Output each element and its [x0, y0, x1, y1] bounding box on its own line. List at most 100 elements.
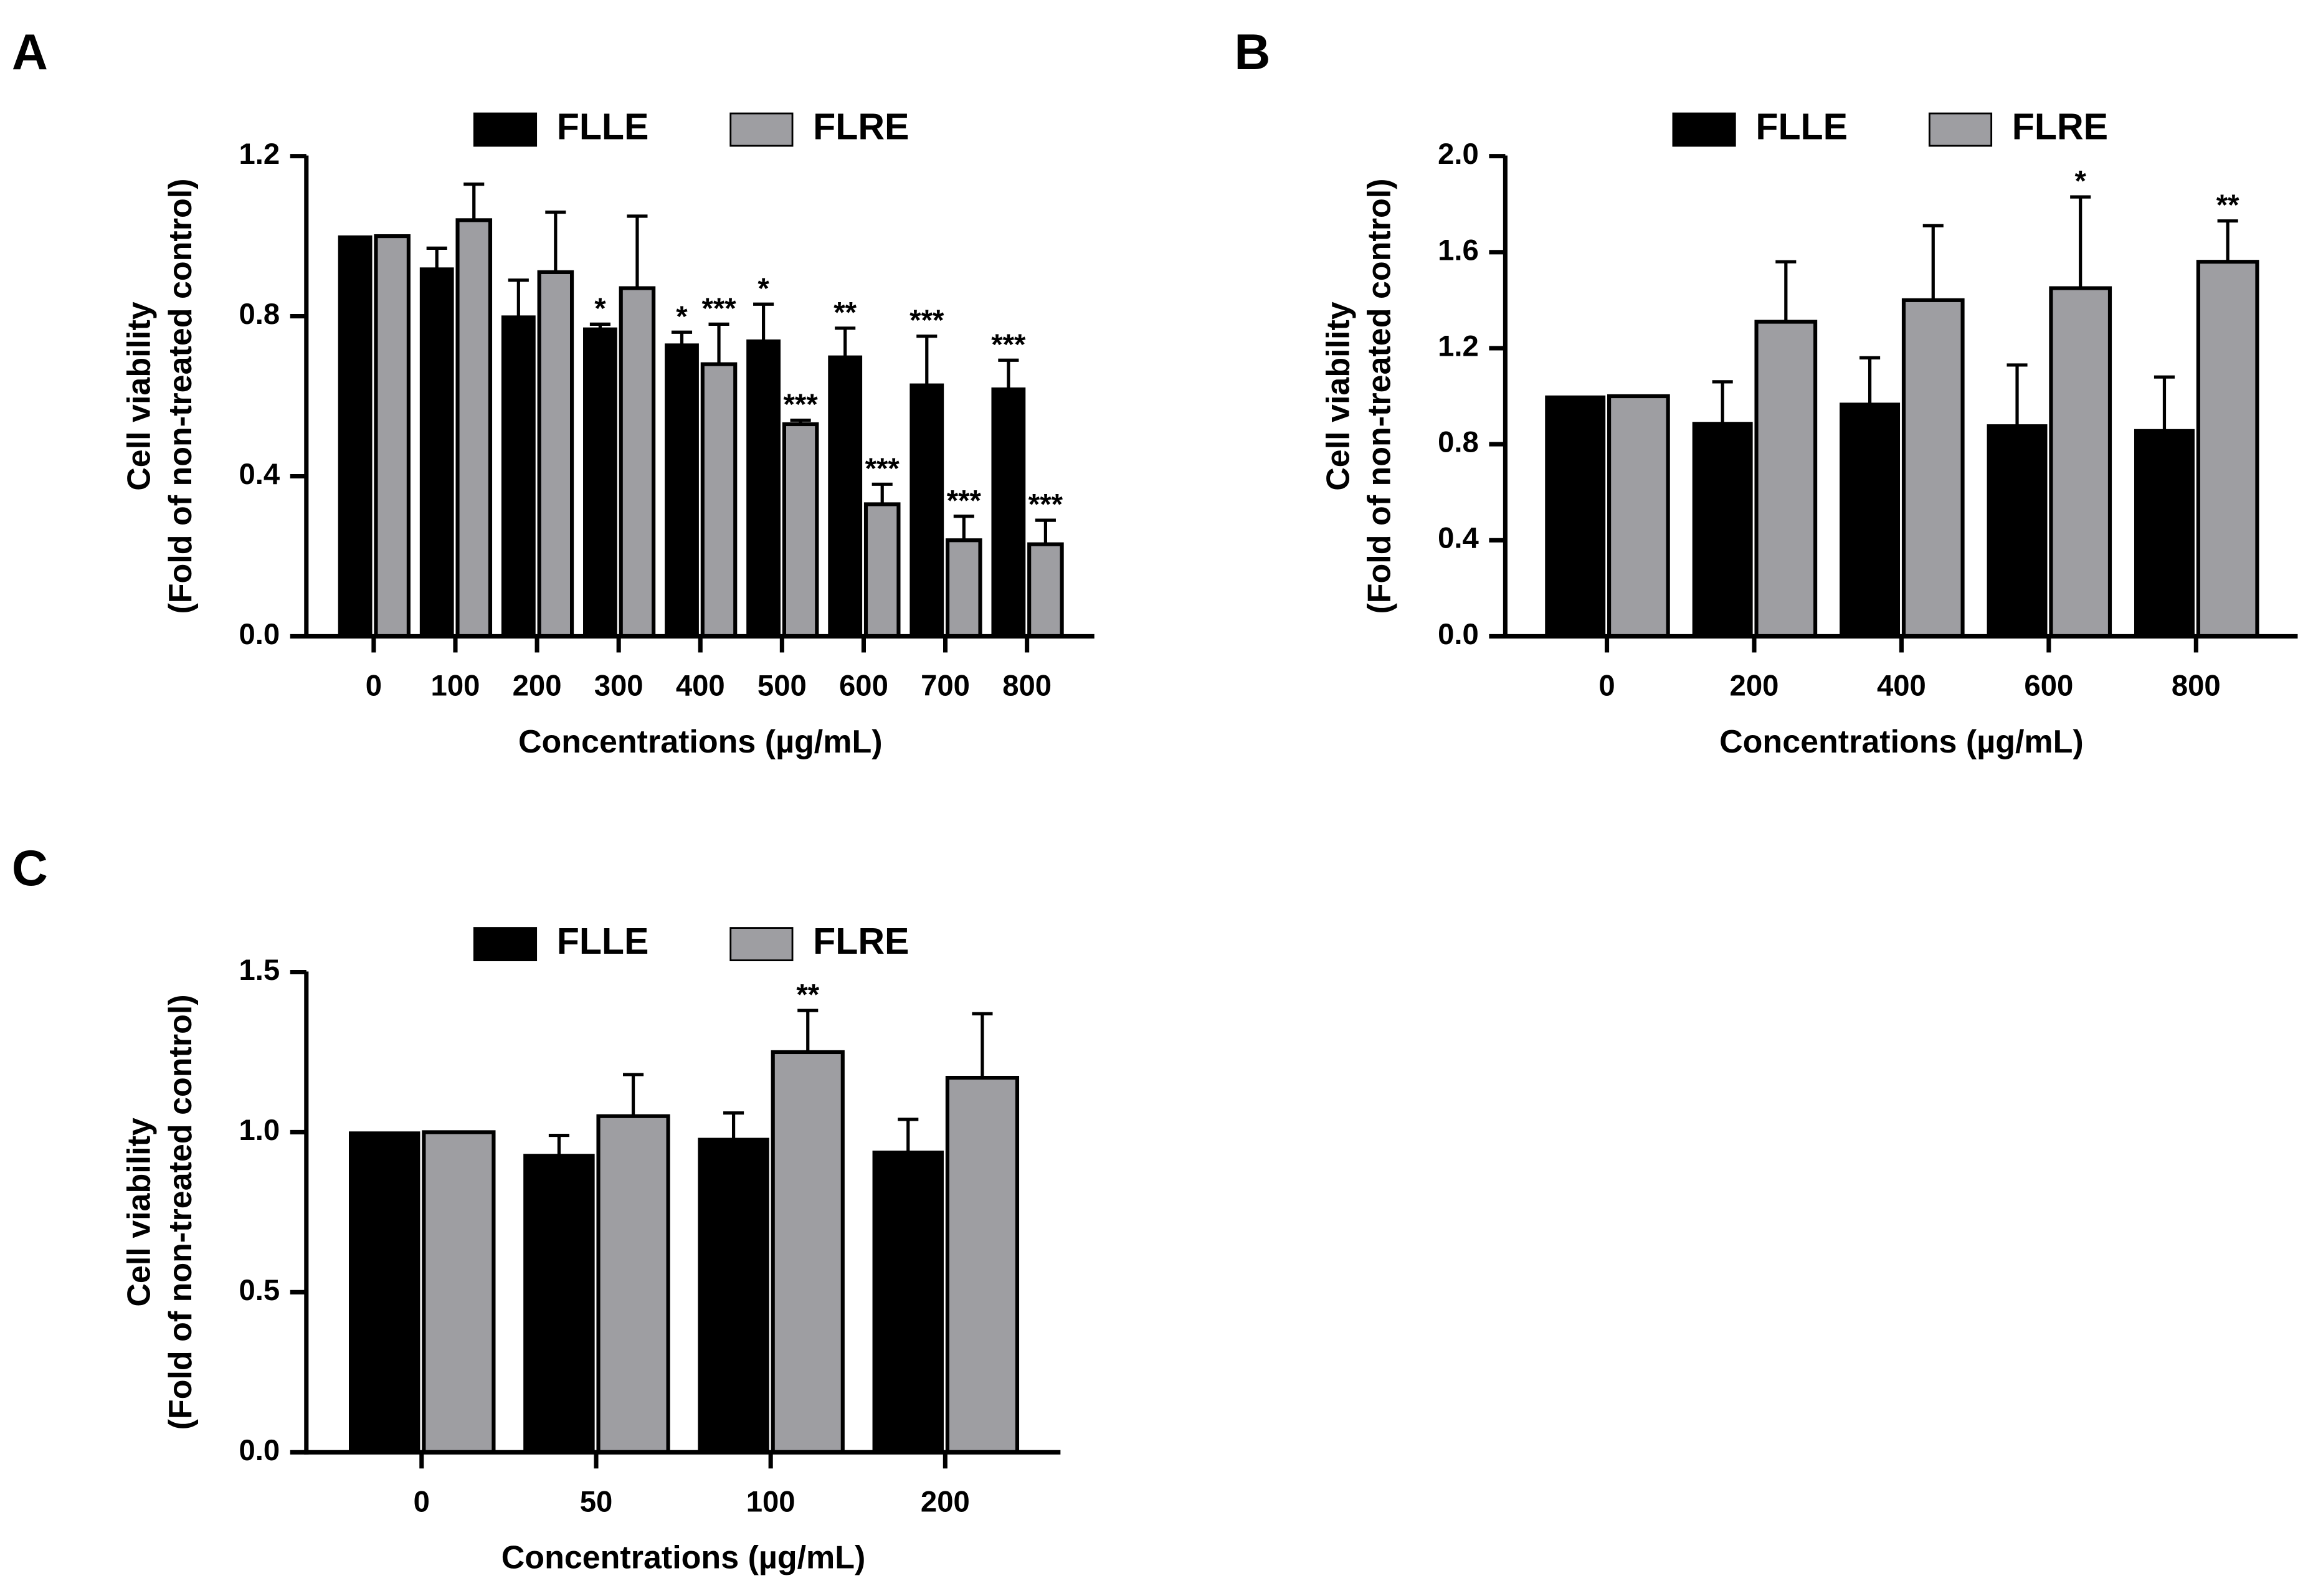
x-tick-label: 800 [2172, 670, 2221, 703]
bar-flre [863, 502, 901, 639]
bar-flle [828, 355, 863, 637]
x-tick-label: 200 [921, 1486, 970, 1519]
x-tick-label: 200 [513, 670, 562, 703]
bar-flre [1754, 320, 1818, 639]
x-tick-label: 0 [414, 1486, 430, 1519]
bar-flre [374, 234, 411, 639]
significance-label: *** [865, 452, 900, 485]
bar-flle [665, 343, 699, 637]
x-tick-label: 0 [1598, 670, 1615, 703]
significance-label: ** [833, 296, 857, 329]
significance-label: * [594, 292, 606, 325]
y-tick-label: 1.2 [239, 138, 280, 171]
significance-label: *** [991, 328, 1026, 361]
bar-flre [537, 270, 574, 639]
y-tick-label: 0.8 [239, 298, 280, 331]
legend-label-flle: FLLE [557, 920, 649, 962]
x-tick-label: 100 [431, 670, 480, 703]
legend-label-flle: FLLE [1755, 106, 1848, 148]
bar-flle [909, 383, 944, 637]
bar-flle [349, 1131, 420, 1453]
bar-flre [1027, 542, 1064, 639]
y-axis-subtitle: (Fold of non-treated control) [1362, 179, 1398, 614]
significance-label: *** [701, 292, 736, 325]
bar-flre [946, 538, 982, 639]
legend-swatch-flre [1928, 112, 1993, 147]
x-tick-label: 400 [1877, 670, 1926, 703]
significance-label: ** [796, 979, 819, 1012]
significance-label: ** [2216, 189, 2239, 222]
y-tick-label: 0.4 [1438, 522, 1479, 555]
bar-flle [501, 315, 536, 637]
y-tick-label: 0.0 [239, 1434, 280, 1467]
y-tick-label: 1.0 [239, 1114, 280, 1147]
bar-flle [1545, 395, 1606, 637]
bar-flle [2134, 429, 2195, 637]
significance-label: *** [784, 388, 819, 421]
significance-label: * [676, 300, 688, 333]
panel-c: C FLLE FLRE ** 0.0 0.5 1.0 1.5 0 50 100 200 Concentr… [12, 840, 1061, 1576]
legend-label-flre: FLRE [813, 920, 909, 962]
y-tick-label: 2.0 [1438, 138, 1479, 171]
bar-flre [1607, 394, 1670, 639]
x-axis-title: Concentrations (µg/mL) [518, 724, 883, 760]
x-tick-label: 400 [676, 670, 725, 703]
y-axis-title: Cell viability [1320, 302, 1356, 491]
bar-flre [455, 218, 493, 639]
bar-flle [1692, 422, 1753, 637]
x-tick-label: 700 [921, 670, 970, 703]
legend-label-flle: FLLE [557, 106, 649, 148]
x-tick-label: 600 [839, 670, 888, 703]
x-tick-label: 50 [580, 1486, 613, 1519]
y-tick-label: 1.6 [1438, 234, 1479, 267]
y-axis-title: Cell viability [121, 302, 158, 491]
x-axis-title: Concentrations (µg/mL) [501, 1540, 866, 1576]
bar-flre [945, 1075, 1020, 1455]
x-tick-label: 600 [2024, 670, 2073, 703]
x-axis-title: Concentrations (µg/mL) [1719, 724, 2084, 760]
y-axis-title: Cell viability [121, 1118, 158, 1307]
panel-label: A [12, 24, 48, 80]
bar-flre [782, 422, 819, 639]
y-axis-subtitle: (Fold of non-treated control) [163, 179, 199, 614]
y-tick-label: 0.8 [1438, 426, 1479, 459]
y-tick-label: 1.2 [1438, 330, 1479, 363]
significance-label: * [2074, 165, 2086, 198]
y-tick-label: 0.0 [1438, 618, 1479, 651]
legend-label-flre: FLRE [813, 106, 909, 148]
y-tick-label: 0.5 [239, 1274, 280, 1307]
bar-flle [872, 1151, 944, 1453]
bar-flre [1901, 298, 1965, 639]
panel-label: B [1234, 24, 1270, 80]
bar-flle [338, 235, 373, 637]
bar-flre [596, 1114, 670, 1455]
legend-label-flre: FLRE [2012, 106, 2108, 148]
significance-label: *** [909, 304, 944, 337]
x-tick-label: 500 [757, 670, 807, 703]
x-tick-label: 0 [366, 670, 382, 703]
bar-flle [991, 387, 1026, 637]
legend-swatch-flle [1672, 112, 1736, 147]
x-tick-label: 800 [1002, 670, 1052, 703]
x-tick-label: 100 [746, 1486, 795, 1519]
significance-label: *** [947, 484, 982, 517]
bar-flle [746, 339, 781, 637]
bar-flre [422, 1130, 496, 1455]
significance-label: * [757, 272, 769, 305]
significance-label: *** [1028, 488, 1063, 521]
bar-flle [523, 1154, 595, 1453]
y-tick-label: 1.5 [239, 954, 280, 987]
x-tick-label: 300 [594, 670, 643, 703]
y-axis-subtitle: (Fold of non-treated control) [163, 994, 199, 1430]
legend-swatch-flre [729, 927, 794, 962]
bar-flre [771, 1050, 845, 1455]
bar-flre [2049, 286, 2112, 639]
legend-swatch-flre [729, 112, 794, 147]
bar-flle [1840, 402, 1901, 637]
y-tick-label: 0.0 [239, 618, 280, 651]
x-tick-label: 200 [1730, 670, 1779, 703]
bar-flre [619, 286, 656, 639]
